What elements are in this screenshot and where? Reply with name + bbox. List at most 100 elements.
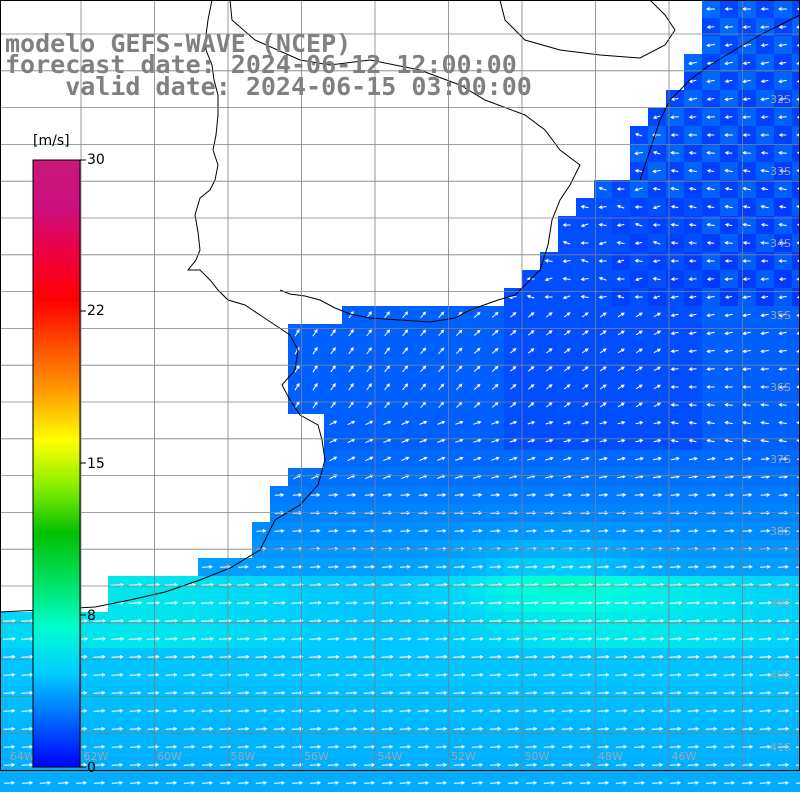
wind-arrow — [3, 708, 16, 713]
wind-arrow — [21, 762, 34, 767]
wind-arrow — [706, 186, 715, 191]
wind-arrow — [741, 744, 754, 749]
wind-arrow — [723, 744, 736, 749]
wind-arrow — [778, 97, 787, 101]
wind-arrow — [653, 366, 662, 372]
wind-arrow — [183, 726, 196, 731]
wind-arrow — [381, 600, 394, 605]
wind-arrow — [616, 456, 626, 461]
wind-arrow — [453, 744, 466, 749]
wind-arrow — [760, 204, 769, 209]
wind-arrow — [742, 151, 751, 155]
wind-arrow — [651, 690, 664, 695]
wind-arrow — [21, 780, 34, 785]
wind-arrow — [617, 366, 625, 372]
wind-arrow — [382, 564, 393, 569]
wind-arrow — [760, 187, 769, 191]
wind-arrow — [365, 420, 374, 426]
wind-arrow — [455, 329, 463, 337]
wind-arrow — [778, 403, 787, 407]
wind-arrow — [417, 636, 430, 641]
wind-arrow — [581, 330, 589, 336]
wind-arrow — [473, 456, 482, 461]
wind-arrow — [778, 367, 787, 371]
wind-arrow — [688, 367, 697, 371]
wind-arrow — [778, 295, 787, 300]
wind-arrow — [399, 708, 412, 713]
wind-arrow — [21, 708, 34, 713]
wind-arrow — [201, 654, 214, 659]
wind-arrow — [506, 618, 521, 623]
wind-arrow — [706, 97, 715, 101]
wind-arrow — [632, 600, 647, 605]
wind-arrow — [563, 456, 572, 461]
wind-arrow — [740, 618, 755, 623]
wind-cell — [792, 306, 800, 324]
colorbar-tick-0: 0 — [87, 760, 96, 776]
wind-arrow — [688, 349, 697, 354]
wind-arrow — [688, 187, 697, 191]
wind-arrow — [237, 690, 250, 695]
wind-arrow — [165, 780, 178, 785]
wind-arrow — [147, 762, 160, 767]
wind-arrow — [363, 636, 376, 641]
wind-arrow — [129, 744, 142, 749]
wind-arrow — [400, 493, 411, 497]
wind-arrow — [21, 726, 34, 731]
wind-arrow — [634, 258, 643, 263]
wind-arrow — [580, 258, 589, 263]
wind-arrow — [760, 25, 769, 29]
wind-arrow — [3, 618, 16, 623]
wind-arrow — [237, 744, 250, 749]
wind-arrow — [598, 222, 607, 227]
wind-arrow — [544, 258, 553, 263]
wind-arrow — [21, 690, 34, 695]
wind-arrow — [742, 186, 751, 191]
wind-arrow — [742, 438, 751, 443]
wind-arrow — [509, 420, 518, 425]
wind-arrow — [759, 780, 772, 785]
wind-arrow — [688, 331, 697, 336]
wind-arrow — [581, 366, 589, 372]
wind-arrow — [742, 349, 751, 354]
wind-arrow — [724, 565, 735, 569]
wind-arrow — [436, 493, 447, 497]
wind-arrow — [671, 456, 680, 461]
wind-arrow — [580, 204, 589, 209]
wind-arrow — [742, 367, 751, 371]
wind-arrow — [455, 438, 464, 443]
wind-arrow — [294, 382, 300, 391]
wind-arrow — [237, 780, 250, 785]
wind-arrow — [563, 438, 572, 443]
wind-arrow — [165, 672, 178, 677]
wind-arrow — [291, 744, 304, 749]
wind-arrow — [688, 420, 697, 425]
wind-arrow — [760, 277, 769, 281]
wind-arrow — [363, 672, 376, 677]
wind-arrow — [399, 690, 412, 695]
wind-arrow — [633, 654, 646, 659]
wind-arrow — [615, 744, 628, 749]
wind-arrow — [435, 780, 448, 785]
wind-arrow — [545, 456, 554, 461]
wind-arrow — [562, 295, 571, 300]
wind-arrow — [219, 708, 232, 713]
wind-arrow — [615, 690, 628, 695]
wind-arrow — [402, 383, 409, 391]
wind-arrow — [615, 672, 628, 677]
wind-arrow — [599, 330, 607, 336]
latitude-label: 36S — [770, 381, 791, 394]
wind-arrow — [635, 384, 643, 390]
wind-arrow — [617, 384, 625, 390]
wind-arrow — [688, 259, 697, 263]
wind-arrow — [509, 438, 518, 443]
colorbar-tick-30: 30 — [87, 152, 105, 168]
wind-arrow — [165, 690, 178, 695]
wind-arrow — [418, 493, 429, 497]
wind-arrow — [399, 762, 412, 767]
wind-arrow — [724, 133, 733, 137]
wind-arrow — [706, 277, 715, 281]
wind-arrow — [778, 385, 787, 389]
wind-arrow — [617, 402, 625, 408]
wind-arrow — [399, 600, 412, 605]
